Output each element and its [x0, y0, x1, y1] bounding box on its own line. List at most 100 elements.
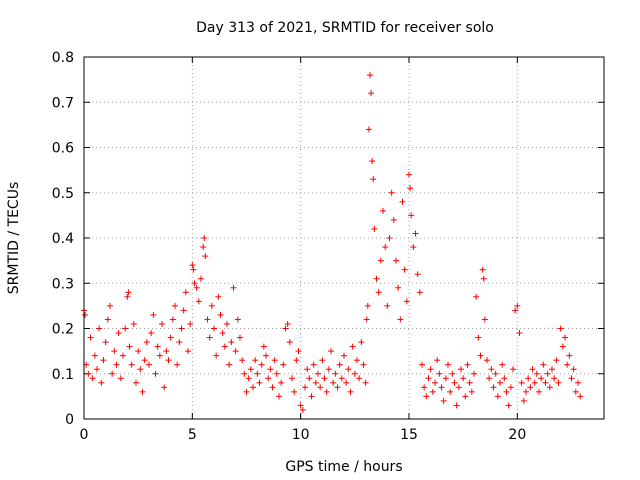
- data-point: [234, 316, 241, 323]
- data-point: [416, 289, 423, 296]
- y-tick-labels: 0 0.1 0.2 0.3 0.4 0.5 0.6 0.7 0.8: [52, 50, 74, 428]
- data-point: [102, 339, 109, 346]
- data-point: [137, 366, 144, 373]
- data-point: [323, 388, 330, 395]
- data-point: [388, 189, 395, 196]
- data-point: [497, 379, 503, 386]
- data-point: [250, 384, 256, 391]
- plot-frame: [83, 56, 605, 420]
- data-point: [271, 357, 278, 364]
- y-tick-label: 0.1: [52, 367, 74, 383]
- data-point: [187, 320, 194, 327]
- data-point: [447, 388, 454, 395]
- data-point: [473, 293, 480, 300]
- data-point: [299, 406, 306, 413]
- data-point: [440, 397, 447, 404]
- data-point: [434, 357, 441, 364]
- data-point: [518, 379, 525, 386]
- data-point: [514, 302, 521, 309]
- data-point: [351, 370, 358, 377]
- data-point: [432, 379, 438, 386]
- data-point: [551, 375, 558, 382]
- data-point: [237, 334, 243, 341]
- data-point: [451, 379, 458, 386]
- data-point: [148, 330, 155, 337]
- data-point: [243, 388, 250, 395]
- data-point: [373, 275, 380, 282]
- data-point: [172, 302, 178, 309]
- data-point: [408, 212, 415, 219]
- data-point: [503, 388, 510, 395]
- data-point: [128, 361, 135, 368]
- data-point: [328, 348, 334, 355]
- data-point: [371, 225, 378, 232]
- x-tick-label: 20: [508, 427, 526, 443]
- data-point: [529, 366, 536, 373]
- data-point: [568, 375, 575, 382]
- data-point: [185, 348, 191, 355]
- data-point: [174, 361, 181, 368]
- data-point: [510, 366, 516, 373]
- data-point: [239, 357, 246, 364]
- data-point: [87, 334, 94, 341]
- y-axis-label: SRMTID / TECUs: [6, 182, 22, 295]
- data-point: [117, 375, 124, 382]
- data-point: [384, 302, 391, 309]
- data-point: [527, 384, 534, 391]
- data-point: [345, 366, 352, 373]
- data-point: [302, 384, 308, 391]
- data-point: [304, 366, 311, 373]
- data-point: [107, 302, 113, 309]
- y-tick-label: 0.3: [52, 276, 74, 292]
- data-point: [368, 90, 375, 97]
- data-point: [154, 343, 161, 350]
- data-point: [190, 266, 197, 273]
- data-point: [221, 343, 228, 350]
- data-point: [332, 370, 339, 377]
- data-point: [252, 357, 259, 364]
- data-point: [208, 302, 215, 309]
- data-point: [198, 275, 204, 282]
- data-point: [150, 311, 157, 318]
- data-point: [82, 311, 89, 318]
- data-point: [278, 379, 285, 386]
- y-tick-label: 0.4: [52, 231, 74, 247]
- data-point: [308, 393, 315, 400]
- data-point: [468, 388, 475, 395]
- data-point: [377, 257, 384, 264]
- data-point: [512, 307, 519, 314]
- data-point: [276, 393, 282, 400]
- data-point: [126, 343, 133, 350]
- data-point: [325, 366, 332, 373]
- data-point: [458, 366, 464, 373]
- data-point: [484, 357, 490, 364]
- data-point: [421, 384, 428, 391]
- data-point: [390, 216, 397, 223]
- data-point: [125, 289, 132, 296]
- data-point: [494, 393, 501, 400]
- data-point: [347, 388, 354, 395]
- data-point: [263, 352, 269, 359]
- data-point: [338, 375, 345, 382]
- x-axis-label: GPS time / hours: [285, 459, 402, 475]
- data-point: [247, 366, 254, 373]
- x-tick-label: 15: [400, 427, 418, 443]
- data-point: [382, 244, 389, 251]
- data-point: [141, 357, 148, 364]
- data-point: [536, 388, 542, 395]
- data-point: [399, 198, 406, 205]
- y-tick-label: 0.7: [52, 95, 74, 111]
- data-point: [241, 370, 248, 377]
- data-point: [133, 379, 139, 386]
- data-point: [531, 379, 538, 386]
- data-point: [386, 235, 393, 241]
- data-point: [256, 379, 263, 386]
- data-point: [445, 361, 451, 368]
- data-point: [393, 257, 399, 264]
- data-point: [505, 402, 512, 409]
- data-point: [293, 357, 300, 364]
- data-point: [85, 370, 92, 377]
- data-point: [523, 388, 529, 395]
- data-point: [356, 375, 363, 382]
- data-point: [499, 361, 506, 368]
